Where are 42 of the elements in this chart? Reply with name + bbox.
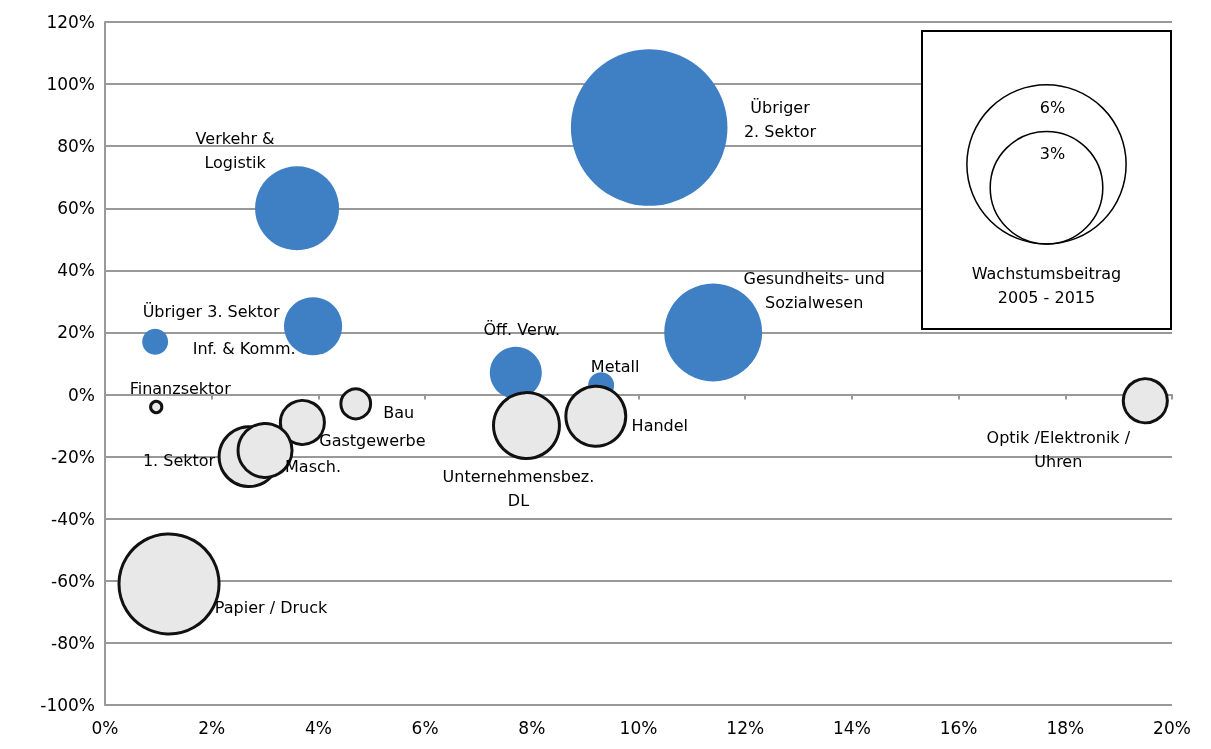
- annotation: Unternehmensbez. DL: [442, 467, 595, 511]
- annotation: Gesundheits- und Sozialwesen: [743, 268, 885, 312]
- y-tick-label: -60%: [51, 570, 95, 591]
- x-tick-label: 10%: [619, 717, 658, 738]
- annotation: 1. Sektor: [142, 451, 216, 471]
- annotation: Finanzsektor: [129, 379, 232, 399]
- annotation: Gastgewerbe: [319, 430, 426, 450]
- annotation: Verkehr & Logistik: [195, 128, 275, 172]
- y-tick-label: 100%: [46, 74, 95, 95]
- x-tick-label: 6%: [411, 717, 439, 738]
- legend-title: Wachstumsbeitrag 2005 - 2015: [970, 263, 1123, 309]
- annotation: Bau: [383, 403, 415, 423]
- y-tick-label: 80%: [57, 136, 95, 157]
- annotation: Papier / Druck: [214, 598, 328, 618]
- y-tick-label: -40%: [51, 508, 95, 529]
- annotation: Öff. Verw.: [483, 320, 561, 340]
- x-tick-label: 8%: [518, 717, 546, 738]
- annotation: Optik /Elektronik / Uhren: [986, 428, 1131, 472]
- annotation: Metall: [590, 356, 640, 376]
- annotation: Inf. & Komm.: [192, 339, 296, 359]
- y-tick-label: 40%: [57, 260, 95, 281]
- y-tick-label: 20%: [57, 322, 95, 343]
- x-tick-label: 16%: [939, 717, 978, 738]
- x-tick-label: 14%: [833, 717, 871, 738]
- legend-label: 3%: [1039, 144, 1066, 164]
- x-tick-label: 0%: [91, 717, 119, 738]
- x-tick-label: 18%: [1046, 717, 1085, 738]
- x-tick-label: 12%: [726, 717, 765, 738]
- annotation: Übriger 2. Sektor: [743, 97, 817, 141]
- x-tick-label: 20%: [1153, 717, 1191, 738]
- y-tick-label: -80%: [51, 632, 95, 653]
- x-tick-label: 2%: [198, 717, 226, 738]
- y-tick-label: 0%: [68, 384, 95, 405]
- y-tick-label: 120%: [46, 12, 95, 32]
- y-tick-label: -20%: [51, 446, 95, 467]
- y-tick-label: -100%: [40, 695, 95, 715]
- annotation: Masch.: [285, 456, 342, 476]
- annotation: Handel: [631, 415, 689, 435]
- legend-label: 6%: [1039, 97, 1066, 117]
- y-tick-label: 60%: [57, 198, 95, 219]
- x-tick-label: 4%: [304, 717, 332, 738]
- annotation: Übriger 3. Sektor: [142, 301, 280, 321]
